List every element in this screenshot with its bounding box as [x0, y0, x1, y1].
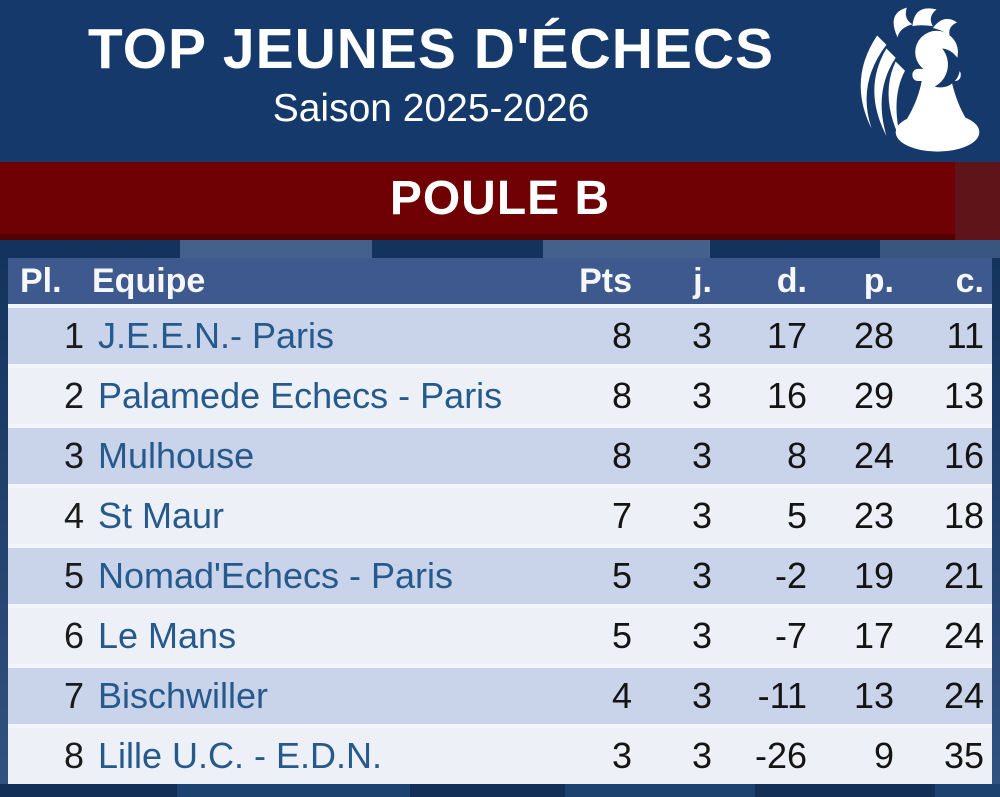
- place-cell: 8: [8, 724, 88, 784]
- diff-cell: 8: [712, 424, 807, 486]
- diff-cell: -26: [712, 724, 807, 784]
- place-cell: 5: [8, 544, 88, 606]
- strip-segment: [177, 784, 410, 797]
- table-row: 4 St Maur 7 3 5 23 18: [8, 484, 992, 546]
- pts-cell: 8: [568, 304, 632, 366]
- standings-table-wrap: Pl. Equipe Pts j. d. p. c. 1 J.E.E.N.- P…: [0, 258, 1000, 784]
- for-cell: 17: [807, 604, 894, 666]
- played-cell: 3: [632, 424, 712, 486]
- pts-cell: 8: [568, 424, 632, 486]
- against-cell: 24: [894, 664, 992, 726]
- against-cell: 35: [894, 724, 992, 784]
- pts-cell: 5: [568, 604, 632, 666]
- season-subtitle: Saison 2025-2026: [272, 86, 590, 130]
- place-cell: 6: [8, 604, 88, 666]
- team-cell: Palamede Echecs - Paris: [88, 364, 568, 426]
- diff-cell: -11: [712, 664, 807, 726]
- page-title: TOP JEUNES D'ÉCHECS: [87, 17, 775, 81]
- strip-segment: [935, 784, 1000, 797]
- strip-segment: [543, 240, 710, 258]
- played-cell: 3: [632, 304, 712, 366]
- for-cell: 9: [807, 724, 894, 784]
- col-header-against: c.: [894, 258, 992, 306]
- table-row: 6 Le Mans 5 3 -7 17 24: [8, 604, 992, 666]
- col-header-place: Pl.: [8, 258, 88, 306]
- against-cell: 21: [894, 544, 992, 606]
- played-cell: 3: [632, 724, 712, 784]
- band-end-decoration: [955, 162, 1000, 240]
- played-cell: 3: [632, 364, 712, 426]
- team-cell: St Maur: [88, 484, 568, 546]
- for-cell: 19: [807, 544, 894, 606]
- table-row: 1 J.E.E.N.- Paris 8 3 17 28 11: [8, 304, 992, 366]
- place-cell: 7: [8, 664, 88, 726]
- team-cell: J.E.E.N.- Paris: [88, 304, 568, 366]
- for-cell: 23: [807, 484, 894, 546]
- against-cell: 18: [894, 484, 992, 546]
- diff-cell: -7: [712, 604, 807, 666]
- col-header-for: p.: [807, 258, 894, 306]
- place-cell: 3: [8, 424, 88, 486]
- col-header-played: j.: [632, 258, 712, 306]
- for-cell: 24: [807, 424, 894, 486]
- col-header-diff: d.: [712, 258, 807, 306]
- diff-cell: -2: [712, 544, 807, 606]
- place-cell: 1: [8, 304, 88, 366]
- strip-bottom-decoration: [0, 784, 1000, 797]
- col-header-team: Equipe: [88, 258, 568, 306]
- poule-band: POULE B: [0, 162, 1000, 240]
- team-cell: Lille U.C. - E.D.N.: [88, 724, 568, 784]
- pts-cell: 4: [568, 664, 632, 726]
- against-cell: 13: [894, 364, 992, 426]
- strip-segment: [565, 784, 755, 797]
- table-row: 5 Nomad'Echecs - Paris 5 3 -2 19 21: [8, 544, 992, 606]
- pts-cell: 3: [568, 724, 632, 784]
- col-header-points: Pts: [568, 258, 632, 306]
- banner: TOP JEUNES D'ÉCHECS Saison 2025-2026: [0, 0, 1000, 162]
- table-row: 8 Lille U.C. - E.D.N. 3 3 -26 9 35: [8, 724, 992, 784]
- standings-table: Pl. Equipe Pts j. d. p. c. 1 J.E.E.N.- P…: [8, 258, 992, 784]
- strip-segment: [880, 240, 1000, 258]
- pts-cell: 7: [568, 484, 632, 546]
- place-cell: 4: [8, 484, 88, 546]
- banner-text: TOP JEUNES D'ÉCHECS Saison 2025-2026: [0, 0, 1000, 131]
- played-cell: 3: [632, 544, 712, 606]
- diff-cell: 17: [712, 304, 807, 366]
- played-cell: 3: [632, 604, 712, 666]
- table-header-row: Pl. Equipe Pts j. d. p. c.: [8, 258, 992, 306]
- team-cell: Bischwiller: [88, 664, 568, 726]
- strip-segment: [180, 240, 372, 258]
- against-cell: 11: [894, 304, 992, 366]
- diff-cell: 16: [712, 364, 807, 426]
- pts-cell: 8: [568, 364, 632, 426]
- for-cell: 28: [807, 304, 894, 366]
- table-row: 2 Palamede Echecs - Paris 8 3 16 29 13: [8, 364, 992, 426]
- team-cell: Nomad'Echecs - Paris: [88, 544, 568, 606]
- pts-cell: 5: [568, 544, 632, 606]
- against-cell: 24: [894, 604, 992, 666]
- poule-label: POULE B: [389, 172, 611, 225]
- table-row: 3 Mulhouse 8 3 8 24 16: [8, 424, 992, 486]
- for-cell: 13: [807, 664, 894, 726]
- played-cell: 3: [632, 484, 712, 546]
- against-cell: 16: [894, 424, 992, 486]
- place-cell: 2: [8, 364, 88, 426]
- played-cell: 3: [632, 664, 712, 726]
- for-cell: 29: [807, 364, 894, 426]
- table-row: 7 Bischwiller 4 3 -11 13 24: [8, 664, 992, 726]
- rooster-chess-pawn-icon: [860, 7, 980, 152]
- team-cell: Mulhouse: [88, 424, 568, 486]
- diff-cell: 5: [712, 484, 807, 546]
- team-cell: Le Mans: [88, 604, 568, 666]
- strip-top-decoration: [0, 240, 1000, 258]
